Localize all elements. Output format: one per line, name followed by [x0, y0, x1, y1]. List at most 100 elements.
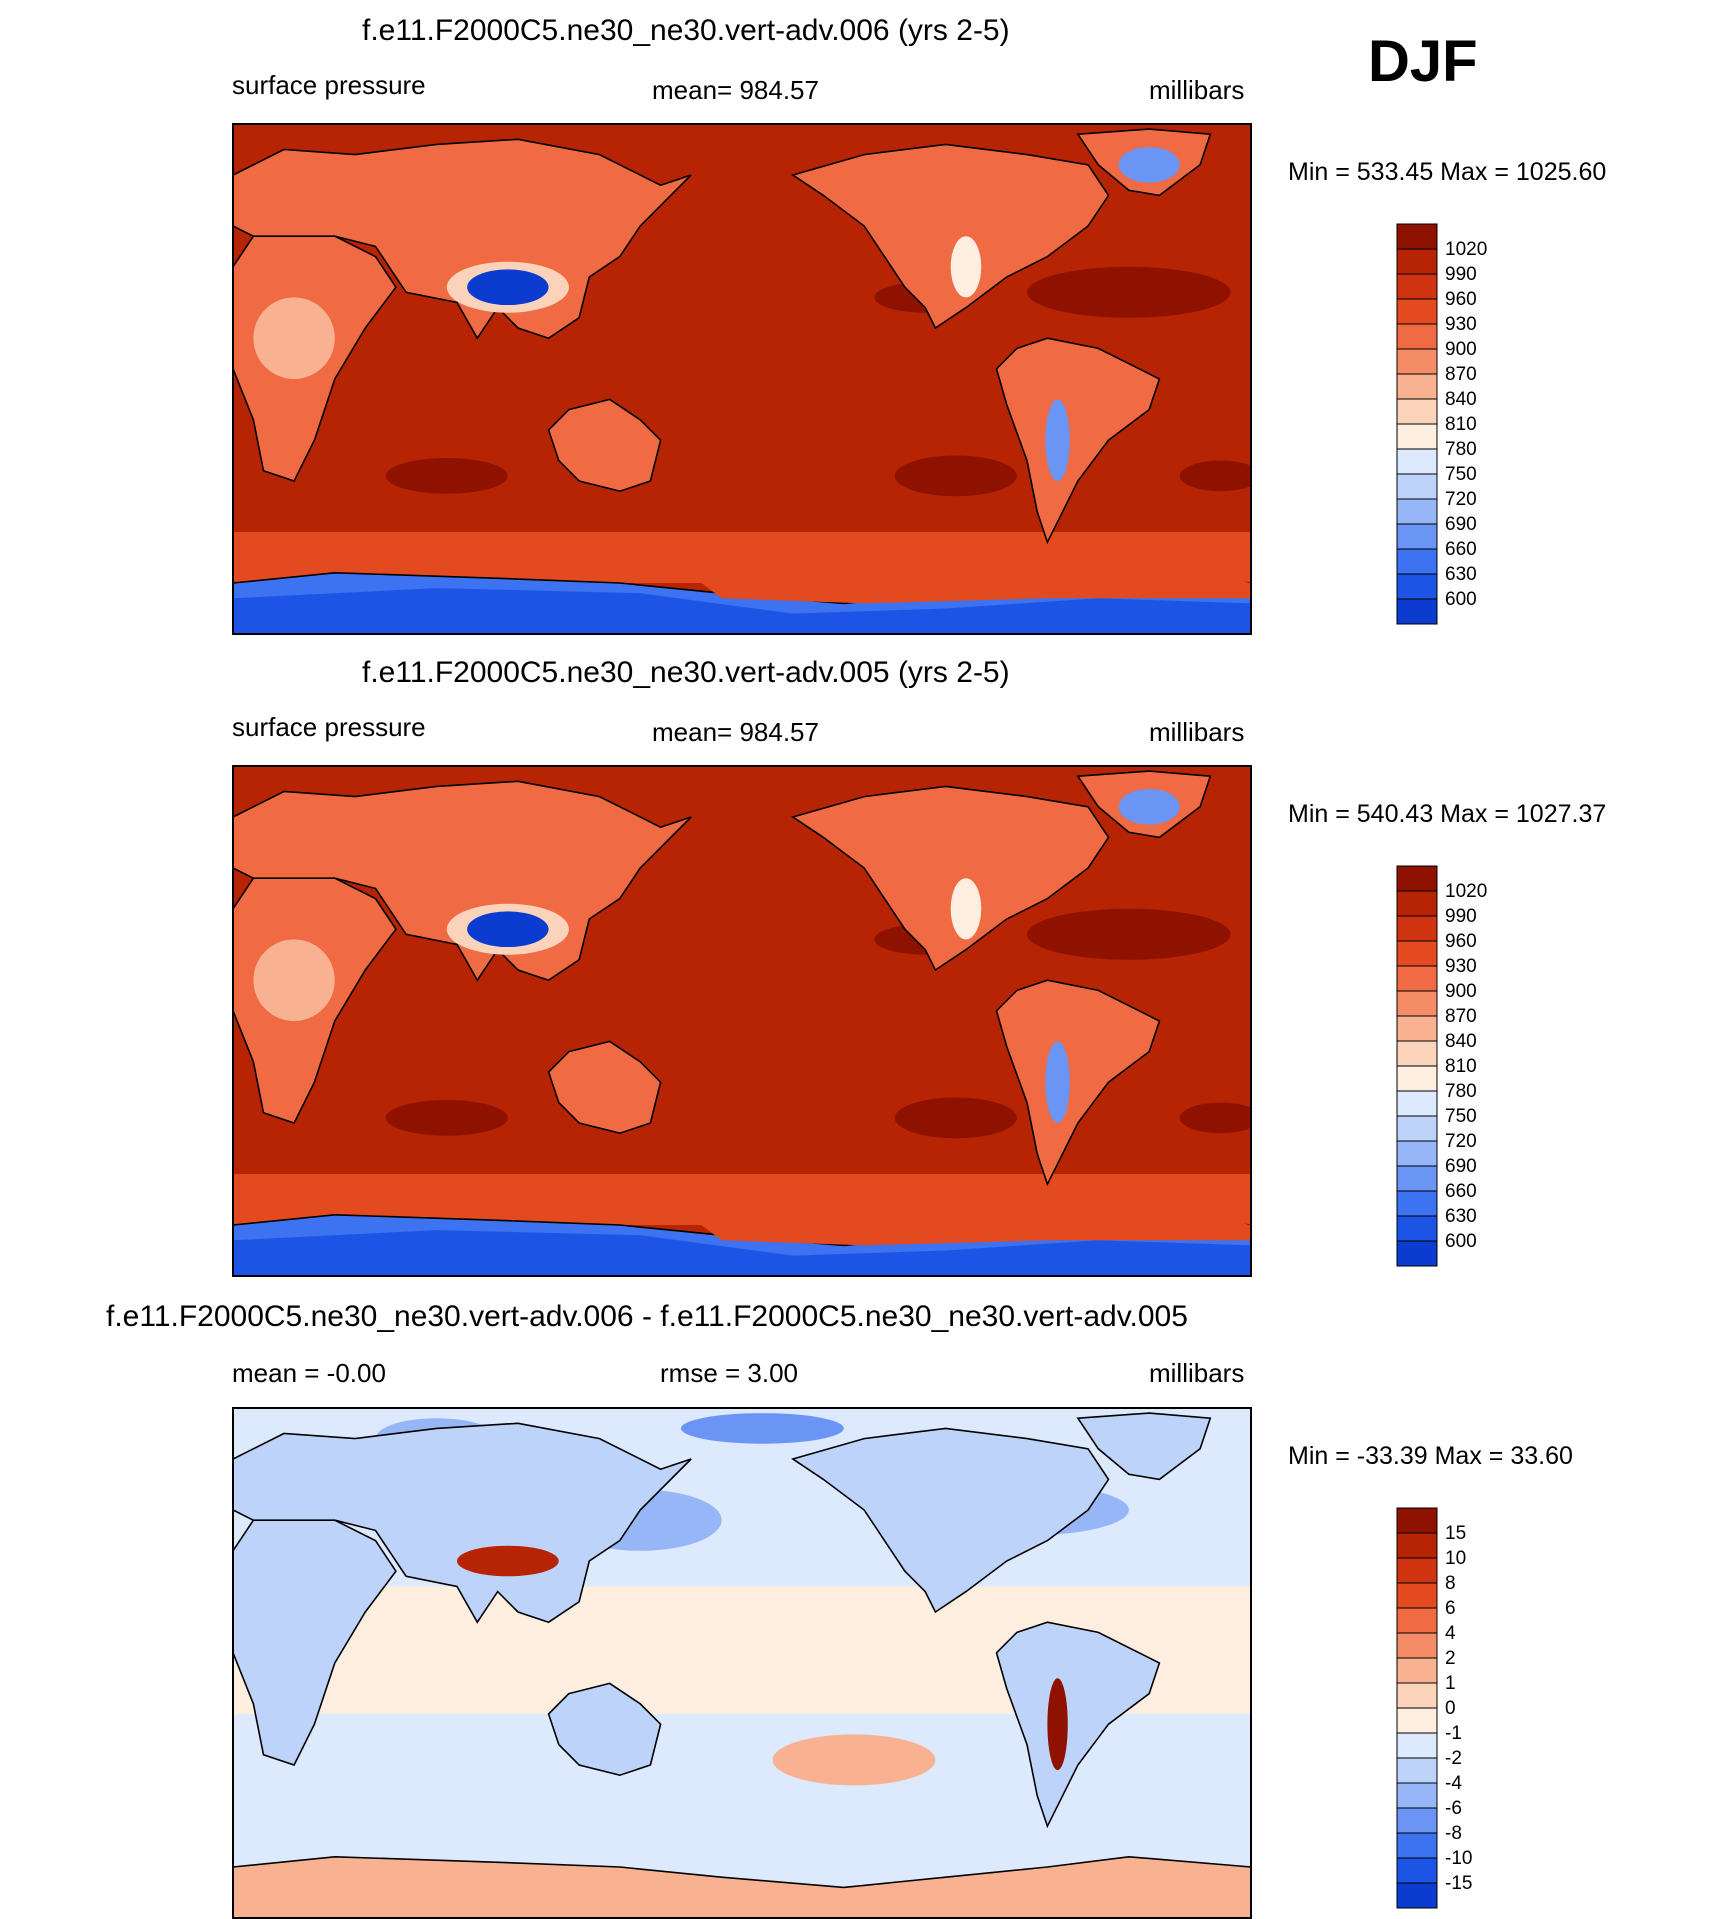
high-pressure-cell [1027, 908, 1231, 960]
panel-3-mean-label: mean = -0.00 [232, 1358, 386, 1388]
high-pressure-cell [1027, 266, 1231, 318]
colorbar-box [1396, 965, 1438, 992]
antarctic-coast [701, 562, 1251, 604]
colorbar-box [1396, 573, 1438, 600]
greenland-ice [1118, 146, 1180, 183]
andes [1045, 1041, 1070, 1123]
continent-namerica [791, 143, 1110, 330]
colorbar-tick-label: 1 [1445, 1673, 1456, 1694]
colorbar-box [1396, 373, 1438, 400]
continent-antarctica [233, 1855, 1251, 1918]
colorbar-tick-label: 870 [1445, 1006, 1477, 1027]
colorbar-tick-label: -10 [1445, 1848, 1472, 1869]
colorbar-tick-label: 660 [1445, 539, 1477, 560]
panel-3-title: f.e11.F2000C5.ne30_ne30.vert-adv.006 - f… [106, 1300, 1188, 1333]
colorbar-box [1396, 423, 1438, 450]
colorbar-tick-label: 750 [1445, 1106, 1477, 1127]
panel-3-minmax: Min = -33.39 Max = 33.60 [1288, 1442, 1573, 1470]
panel-1-minmax: Min = 533.45 Max = 1025.60 [1288, 158, 1607, 186]
colorbar-box [1396, 1215, 1438, 1242]
colorbar-box [1396, 1857, 1438, 1884]
colorbar-box [1396, 1782, 1438, 1809]
colorbar-tick-label: 990 [1445, 264, 1477, 285]
colorbar-tick-label: -4 [1445, 1773, 1462, 1794]
tibet-anomaly [456, 1545, 559, 1577]
map-panel-2 [232, 765, 1252, 1277]
panel-2-title: f.e11.F2000C5.ne30_ne30.vert-adv.005 (yr… [362, 656, 1010, 689]
colorbar-box [1396, 1582, 1438, 1609]
colorbar-tick-label: -1 [1445, 1723, 1462, 1744]
colorbar-tick-label: 780 [1445, 1081, 1477, 1102]
continent-australia [547, 398, 662, 493]
colorbar-tick-label: 750 [1445, 464, 1477, 485]
colorbar-box [1396, 1607, 1438, 1634]
continent-samerica [995, 1621, 1161, 1829]
colorbar-tick-label: 660 [1445, 1181, 1477, 1202]
andes [1045, 399, 1070, 482]
colorbar-box [1396, 1757, 1438, 1784]
colorbar-box [1396, 1532, 1438, 1559]
colorbar-box [1396, 1732, 1438, 1759]
colorbar-box [1396, 1090, 1438, 1117]
map-frame [232, 765, 1252, 1277]
colorbar-tick-label: 600 [1445, 1231, 1477, 1252]
colorbar-tick-label: 960 [1445, 931, 1477, 952]
panel-1-mean-label: mean= 984.57 [652, 75, 819, 105]
colorbar-box [1396, 298, 1438, 325]
colorbar-box [1396, 990, 1438, 1017]
continent-australia [547, 1682, 662, 1777]
colorbar-box [1396, 1065, 1438, 1092]
colorbar-tick-label: 990 [1445, 906, 1477, 927]
panel-1-title: f.e11.F2000C5.ne30_ne30.vert-adv.006 (yr… [362, 14, 1010, 47]
colorbar-tick-label: 840 [1445, 389, 1477, 410]
colorbar-tick-label: 900 [1445, 981, 1477, 1002]
map-frame [232, 1407, 1252, 1919]
panel-2-variable-label: surface pressure [232, 712, 426, 742]
colorbar-box [1396, 598, 1438, 625]
colorbar-box [1396, 1140, 1438, 1167]
antarctic-plateau [233, 588, 1251, 634]
colorbar-tick-label: 930 [1445, 956, 1477, 977]
colorbar-box [1396, 915, 1438, 942]
colorbar-tick-label: 600 [1445, 589, 1477, 610]
colorbar-box [1396, 1682, 1438, 1709]
continent-namerica [791, 1427, 1110, 1614]
africa-highlands [253, 939, 335, 1021]
colorbar-box [1396, 890, 1438, 917]
colorbar-box [1396, 940, 1438, 967]
antarctic-plateau [233, 1230, 1251, 1276]
colorbar-box [1396, 223, 1438, 250]
season-label: DJF [1368, 29, 1478, 94]
colorbar-tick-label: 15 [1445, 1523, 1466, 1544]
panel-1-units-label: millibars [1149, 75, 1245, 105]
colorbar-box [1396, 248, 1438, 275]
colorbar-tick-label: 4 [1445, 1623, 1456, 1644]
colorbar-tick-label: 930 [1445, 314, 1477, 335]
continent-africa [233, 1519, 397, 1766]
antarctic-coast [701, 1204, 1251, 1246]
map-panel-3 [232, 1407, 1252, 1919]
high-pressure-cell [1179, 460, 1251, 492]
continent-greenland [1076, 1412, 1212, 1481]
colorbar-tick-label: 900 [1445, 339, 1477, 360]
colorbar-tick-label: 690 [1445, 514, 1477, 535]
colorbar-box [1396, 1632, 1438, 1659]
colorbar-box [1396, 865, 1438, 892]
colorbar-box [1396, 523, 1438, 550]
panel-1-variable-label: surface pressure [232, 70, 426, 100]
colorbar-tick-label: 810 [1445, 414, 1477, 435]
rockies [950, 236, 982, 298]
colorbar-tick-label: 690 [1445, 1156, 1477, 1177]
colorbar-box [1396, 1507, 1438, 1534]
continent-samerica [995, 979, 1161, 1187]
high-pressure-cell [1179, 1102, 1251, 1134]
positive-anomaly [772, 1734, 936, 1786]
colorbar-tick-label: 0 [1445, 1698, 1456, 1719]
high-pressure-cell [894, 455, 1017, 497]
colorbar-box [1396, 1657, 1438, 1684]
colorbar-tick-label: 630 [1445, 564, 1477, 585]
tibet-plateau [467, 269, 549, 306]
colorbar-box [1396, 448, 1438, 475]
colorbar-box [1396, 348, 1438, 375]
colorbar-box [1396, 1165, 1438, 1192]
